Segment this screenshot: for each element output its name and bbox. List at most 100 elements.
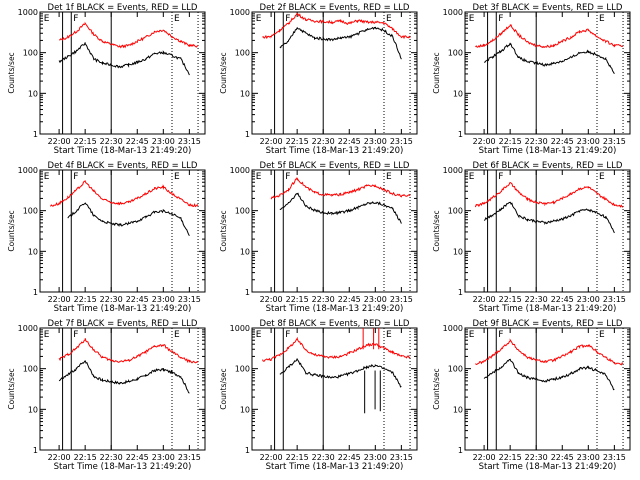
x-tick-label: 22:45 [551, 453, 574, 462]
chart-panel-8: Det 8f BLACK = Events, RED = LLD 1 10 100 10… [219, 319, 418, 472]
x-axis-label: Start Time (18-Mar-13 21:49:20) [54, 304, 192, 314]
y-axis-label: Counts/sec [432, 52, 441, 93]
x-tick-label: 22:15 [74, 137, 97, 146]
chart-title: Det 6f BLACK = Events, RED = LLD [473, 161, 623, 171]
y-tick-label: 100 [448, 365, 463, 374]
y-axis-label: Counts/sec [219, 52, 228, 93]
marker-label: E [386, 14, 392, 24]
x-tick-label: 22:15 [499, 295, 522, 304]
chart-panel-6: Det 6f BLACK = Events, RED = LLD 1 10 100 10… [432, 161, 631, 314]
x-tick-label: 23:15 [178, 295, 201, 304]
chart-panel-5: Det 5f BLACK = Events, RED = LLD 1 10 100 10… [219, 161, 418, 314]
x-tick-label: 23:00 [364, 295, 387, 304]
chart-panel-1: Det 1f BLACK = Events, RED = LLD 1 10 100 10… [7, 3, 206, 156]
marker-label: F [498, 172, 503, 182]
x-tick-label: 22:45 [551, 137, 574, 146]
y-tick-label: 100 [448, 49, 463, 58]
series-line-events [279, 192, 402, 224]
x-tick-label: 23:15 [603, 137, 626, 146]
x-axis-label: Start Time (18-Mar-13 21:49:20) [266, 462, 404, 472]
marker-label: E [469, 172, 475, 182]
y-tick-label: 10 [453, 405, 463, 414]
x-tick-label: 23:00 [152, 453, 175, 462]
x-tick-label: 22:15 [286, 295, 309, 304]
series-line-events [279, 26, 402, 60]
y-tick-label: 1 [458, 446, 463, 455]
x-tick-label: 22:45 [551, 295, 574, 304]
x-axis-label: Start Time (18-Mar-13 21:49:20) [54, 146, 192, 156]
y-tick-label: 1000 [230, 8, 250, 17]
marker-label: F [73, 172, 78, 182]
y-tick-label: 1000 [443, 324, 463, 333]
y-tick-label: 1000 [18, 324, 38, 333]
y-tick-label: 10 [240, 405, 250, 414]
chart-title: Det 1f BLACK = Events, RED = LLD [48, 3, 198, 13]
x-tick-label: 22:00 [48, 453, 71, 462]
y-tick-label: 10 [453, 247, 463, 256]
series-line-lld [58, 338, 199, 364]
plot-frame [464, 169, 631, 293]
y-tick-label: 1000 [443, 8, 463, 17]
marker-label: F [285, 330, 290, 340]
y-tick-label: 1000 [18, 8, 38, 17]
x-tick-label: 22:30 [100, 137, 123, 146]
marker-label: E [469, 330, 475, 340]
x-axis-label: Start Time (18-Mar-13 21:49:20) [54, 462, 192, 472]
x-tick-label: 22:30 [312, 453, 335, 462]
y-axis-label: Counts/sec [219, 368, 228, 409]
series-line-events [58, 360, 190, 394]
series-line-lld [261, 336, 411, 362]
y-axis-label: Counts/sec [432, 210, 441, 251]
x-tick-label: 22:30 [312, 295, 335, 304]
y-tick-label: 1 [458, 130, 463, 139]
y-tick-label: 1 [33, 288, 38, 297]
marker-label: E [44, 330, 50, 340]
series-line-events [279, 358, 402, 388]
x-axis-label: Start Time (18-Mar-13 21:49:20) [479, 304, 617, 314]
x-tick-label: 22:45 [126, 453, 149, 462]
x-axis-label: Start Time (18-Mar-13 21:49:20) [479, 462, 617, 472]
y-tick-label: 10 [28, 89, 38, 98]
y-tick-label: 100 [235, 365, 250, 374]
chart-title: Det 3f BLACK = Events, RED = LLD [473, 3, 623, 13]
plot-frame [251, 11, 418, 135]
x-tick-label: 23:00 [364, 137, 387, 146]
chart-panel-9: Det 9f BLACK = Events, RED = LLD 1 10 100 10… [432, 319, 631, 472]
x-tick-label: 23:15 [178, 453, 201, 462]
y-axis-label: Counts/sec [7, 52, 16, 93]
marker-label: E [599, 14, 605, 24]
y-tick-label: 10 [28, 405, 38, 414]
y-tick-label: 100 [23, 49, 38, 58]
x-tick-label: 22:30 [525, 453, 548, 462]
y-tick-label: 1000 [230, 324, 250, 333]
marker-label: E [469, 14, 475, 24]
x-tick-label: 23:00 [577, 295, 600, 304]
plot-frame [464, 11, 631, 135]
x-tick-label: 22:00 [473, 137, 496, 146]
plot-frame [39, 327, 206, 451]
x-tick-label: 22:45 [338, 453, 361, 462]
marker-label: E [174, 14, 180, 24]
series-line-events [67, 202, 190, 237]
x-tick-label: 22:45 [338, 137, 361, 146]
marker-label: E [174, 172, 180, 182]
x-tick-label: 22:00 [473, 295, 496, 304]
y-tick-label: 1 [245, 130, 250, 139]
y-tick-label: 1 [33, 446, 38, 455]
marker-label: F [73, 14, 78, 24]
y-tick-label: 100 [235, 207, 250, 216]
y-tick-label: 1000 [443, 166, 463, 175]
x-tick-label: 23:00 [577, 453, 600, 462]
y-axis-label: Counts/sec [7, 210, 16, 251]
x-tick-label: 23:00 [152, 295, 175, 304]
chart-title: Det 4f BLACK = Events, RED = LLD [48, 161, 198, 171]
marker-label: E [174, 330, 180, 340]
chart-panel-2: Det 2f BLACK = Events, RED = LLD 1 10 100 10… [219, 3, 418, 156]
marker-label: F [498, 14, 503, 24]
marker-label: E [599, 330, 605, 340]
series-line-lld [475, 24, 624, 49]
x-axis-label: Start Time (18-Mar-13 21:49:20) [479, 146, 617, 156]
marker-label: F [285, 172, 290, 182]
marker-label: F [73, 330, 78, 340]
